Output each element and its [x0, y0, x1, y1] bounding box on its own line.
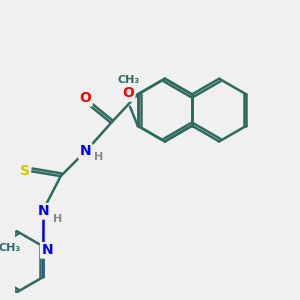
Text: CH₃: CH₃: [117, 75, 139, 85]
Text: H: H: [53, 214, 62, 224]
Text: CH₃: CH₃: [0, 243, 20, 254]
Text: O: O: [122, 86, 134, 100]
Text: N: N: [38, 204, 50, 218]
Text: S: S: [20, 164, 29, 178]
Text: N: N: [41, 243, 53, 257]
Text: O: O: [80, 91, 91, 105]
Text: H: H: [94, 152, 103, 162]
Text: N: N: [80, 144, 91, 158]
